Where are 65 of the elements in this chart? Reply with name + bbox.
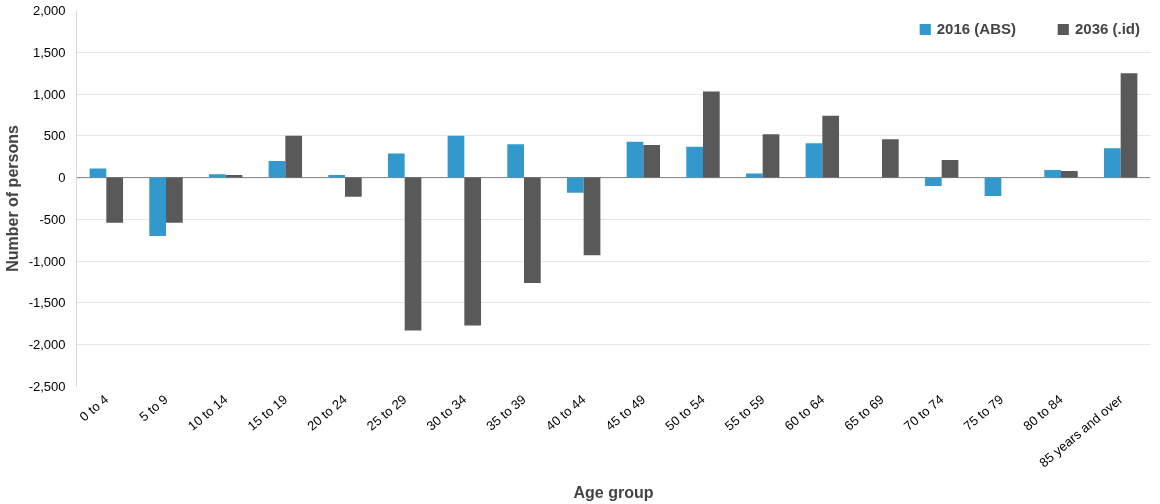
bar bbox=[149, 177, 166, 237]
x-tick-label: 80 to 84 bbox=[1020, 391, 1066, 434]
x-tick-label: 10 to 14 bbox=[184, 391, 231, 434]
legend-label: 2036 (.id) bbox=[1074, 20, 1140, 37]
bar bbox=[106, 177, 124, 223]
bar bbox=[686, 146, 703, 178]
x-tick-label: 55 to 59 bbox=[721, 391, 768, 434]
y-tick-label: -2,500 bbox=[28, 379, 66, 394]
y-tick-label: 2,000 bbox=[32, 3, 66, 18]
x-tick-label: 50 to 54 bbox=[662, 391, 708, 434]
bar bbox=[583, 177, 601, 256]
bar bbox=[762, 134, 780, 178]
y-axis-title: Number of persons bbox=[3, 125, 21, 272]
bar bbox=[225, 175, 243, 178]
bar bbox=[285, 135, 303, 178]
bar bbox=[984, 177, 1002, 196]
x-tick-label: 30 to 34 bbox=[423, 391, 470, 434]
x-tick-label: 45 to 49 bbox=[602, 391, 649, 434]
bar bbox=[745, 173, 763, 178]
x-tick-label: 65 to 69 bbox=[841, 391, 887, 434]
bar bbox=[166, 177, 183, 223]
bar bbox=[1044, 170, 1061, 178]
bar bbox=[447, 135, 465, 178]
bar bbox=[924, 177, 942, 186]
bar bbox=[404, 177, 422, 331]
bar bbox=[643, 145, 661, 178]
bar bbox=[89, 168, 107, 178]
x-tick-label: 60 to 64 bbox=[781, 391, 828, 434]
x-tick-label: 35 to 39 bbox=[483, 391, 529, 434]
x-tick-label: 20 to 24 bbox=[304, 391, 350, 434]
bar bbox=[626, 141, 644, 178]
bar bbox=[387, 153, 405, 178]
bar bbox=[566, 177, 584, 193]
bar bbox=[208, 174, 226, 178]
bar bbox=[328, 175, 345, 178]
bar bbox=[941, 160, 959, 178]
bar bbox=[1103, 148, 1121, 178]
y-tick-label: -2,000 bbox=[28, 337, 66, 353]
y-tick-label: -1,500 bbox=[28, 295, 66, 311]
x-tick-label: 40 to 44 bbox=[542, 391, 589, 434]
y-tick-label: -500 bbox=[39, 211, 66, 227]
y-tick-label: -1,000 bbox=[28, 253, 66, 269]
bar bbox=[1120, 73, 1138, 178]
y-tick-label: 0 bbox=[58, 170, 66, 186]
bar bbox=[524, 177, 541, 283]
x-tick-label: 5 to 9 bbox=[136, 391, 171, 425]
x-tick-label: 70 to 74 bbox=[900, 391, 947, 434]
y-tick-label: 1,500 bbox=[32, 44, 66, 60]
x-axis-title: Age group bbox=[573, 484, 654, 502]
bar bbox=[805, 143, 823, 178]
x-tick-label: 75 to 79 bbox=[960, 391, 1007, 434]
x-tick-label: 0 to 4 bbox=[76, 391, 112, 425]
y-tick-label: 1,000 bbox=[32, 86, 66, 102]
x-tick-label: 25 to 29 bbox=[363, 391, 410, 434]
bar bbox=[822, 115, 840, 178]
bar bbox=[268, 160, 286, 178]
bar bbox=[1061, 170, 1078, 178]
bar bbox=[703, 91, 720, 178]
legend-label: 2016 (ABS) bbox=[936, 20, 1016, 37]
bar bbox=[345, 177, 362, 197]
bar bbox=[507, 144, 524, 178]
y-tick-label: 500 bbox=[43, 128, 66, 144]
bar bbox=[464, 177, 482, 326]
bar bbox=[882, 139, 899, 178]
x-tick-label: 15 to 19 bbox=[244, 391, 291, 434]
